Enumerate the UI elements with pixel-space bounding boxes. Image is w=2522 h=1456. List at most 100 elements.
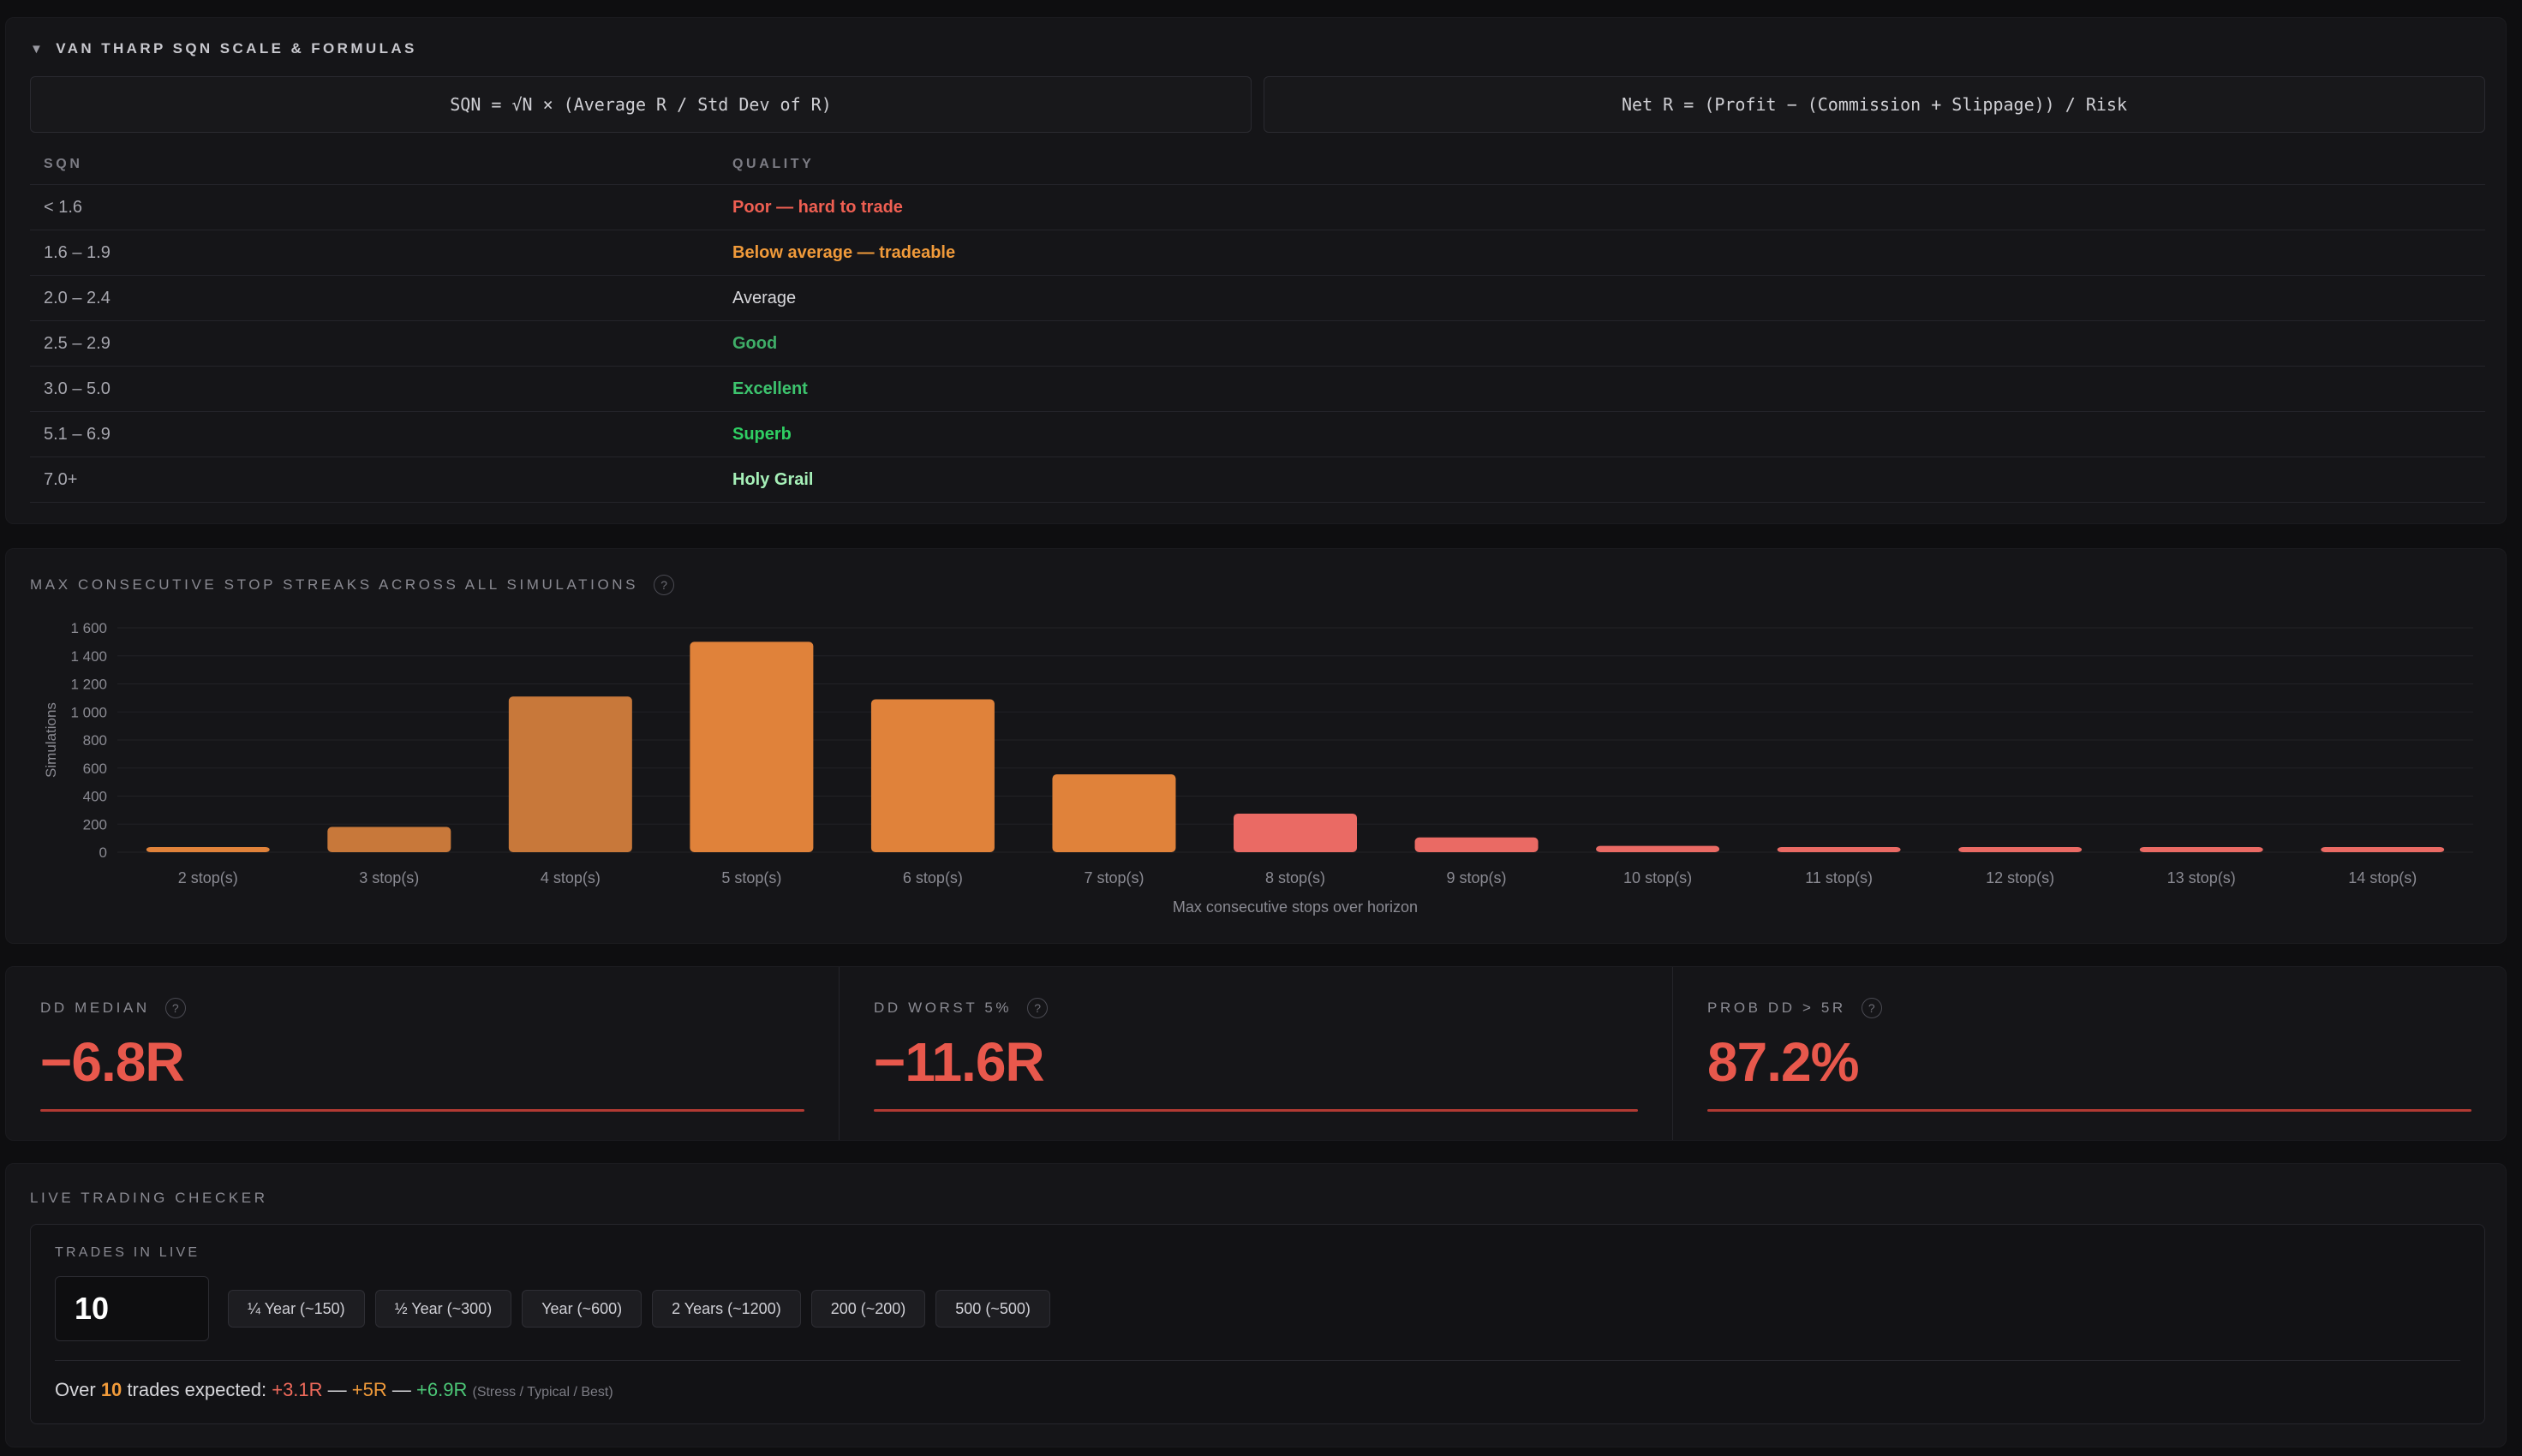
x-tick-label: 8 stop(s) (1265, 869, 1325, 886)
separator: — (327, 1379, 347, 1400)
sqn-range-cell: 5.1 – 6.9 (44, 424, 111, 444)
histogram-bar (1777, 847, 1901, 852)
live-checker-box: TRADES IN LIVE ¼ Year (~150)½ Year (~300… (30, 1224, 2485, 1424)
histogram-bar (146, 847, 270, 852)
y-tick-label: 400 (83, 789, 107, 805)
histogram-bar (327, 826, 451, 852)
stop-streaks-panel: 0 200 400 600 800 1 000 1 200 1 400 1 600 Simulat… (5, 548, 2507, 944)
sqn-table-row: 5.1 – 6.9 Superb (30, 412, 2485, 457)
prob-dd-label-row: PROB DD > 5R ? (1707, 998, 1882, 1018)
sqn-quality-cell: Holy Grail (732, 469, 814, 489)
sqn-table-row: 2.5 – 2.9 Good (30, 321, 2485, 367)
x-tick-label: 9 stop(s) (1447, 869, 1507, 886)
sqn-table-row: 2.0 – 2.4 Average (30, 276, 2485, 321)
histogram-bar (870, 699, 995, 852)
prob-dd-card: PROB DD > 5R ? 87.2% (1673, 967, 2506, 1140)
x-tick-label: 14 stop(s) (2348, 869, 2417, 886)
separator: — (391, 1379, 411, 1400)
divider (55, 1360, 2460, 1361)
best-value: +6.9R (416, 1379, 468, 1400)
x-tick-label: 4 stop(s) (541, 869, 601, 886)
sqn-table-row: < 1.6 Poor — hard to trade (30, 185, 2485, 230)
live-checker-title: LIVE TRADING CHECKER (30, 1190, 268, 1206)
dd-median-card: DD MEDIAN ? −6.8R (6, 967, 840, 1140)
collapse-triangle-icon: ▼ (30, 41, 46, 57)
trade-preset-button[interactable]: ¼ Year (~150) (228, 1290, 365, 1328)
y-tick-label: 0 (99, 844, 107, 861)
sqn-range-cell: 2.0 – 2.4 (44, 288, 111, 307)
trade-preset-button[interactable]: 2 Years (~1200) (652, 1290, 801, 1328)
sqn-range-cell: 3.0 – 5.0 (44, 379, 111, 398)
sqn-quality-cell: Good (732, 333, 778, 353)
drawdown-stats-panel: DD MEDIAN ? −6.8R DD WORST 5% ? −11.6R P… (5, 966, 2507, 1141)
x-tick-label: 6 stop(s) (903, 869, 963, 886)
sqn-scale-panel: ▼ VAN THARP SQN SCALE & FORMULAS SQN = √… (5, 17, 2507, 524)
trade-preset-button[interactable]: 200 (~200) (810, 1290, 926, 1328)
sqn-table-row: 3.0 – 5.0 Excellent (30, 367, 2485, 412)
sqn-formula-box: SQN = √N × (Average R / Std Dev of R) (30, 76, 1252, 133)
quality-column-header: QUALITY (732, 157, 815, 171)
help-icon[interactable]: ? (1861, 998, 1882, 1018)
histogram-bar (1596, 845, 1720, 852)
x-tick-label: 5 stop(s) (721, 869, 781, 886)
expect-trade-count: 10 (100, 1379, 123, 1400)
y-tick-label: 1 400 (70, 648, 107, 665)
dd-median-value: −6.8R (40, 1031, 185, 1093)
trade-preset-button[interactable]: 500 (~500) (935, 1290, 1050, 1328)
y-tick-label: 600 (83, 761, 107, 777)
sqn-range-cell: < 1.6 (44, 197, 83, 217)
dd-worst-value: −11.6R (874, 1031, 1045, 1093)
trades-in-live-input[interactable] (55, 1276, 209, 1341)
scenario-legend-note: (Stress / Typical / Best) (472, 1385, 613, 1399)
trade-preset-button[interactable]: ½ Year (~300) (374, 1290, 512, 1328)
dd-median-underline (40, 1109, 804, 1112)
sqn-quality-cell: Average (732, 288, 797, 307)
sqn-quality-cell: Below average — tradeable (732, 242, 956, 262)
sqn-table: SQN QUALITY < 1.6 Poor — hard to trade 1.6… (30, 157, 2485, 503)
sqn-quality-cell: Poor — hard to trade (732, 197, 903, 217)
help-icon[interactable]: ? (654, 575, 675, 595)
y-tick-label: 800 (83, 732, 107, 749)
y-tick-label: 1 200 (70, 677, 107, 693)
y-tick-label: 200 (83, 816, 107, 832)
sqn-section-title: VAN THARP SQN SCALE & FORMULAS (56, 40, 417, 57)
live-trading-checker-panel: LIVE TRADING CHECKER TRADES IN LIVE ¼ Ye… (5, 1163, 2507, 1447)
dd-worst-label-row: DD WORST 5% ? (874, 998, 1049, 1018)
dd-worst-label: DD WORST 5% (874, 1000, 1013, 1016)
histogram-bar (1052, 774, 1176, 852)
histogram-bar (1414, 837, 1539, 852)
sqn-range-cell: 1.6 – 1.9 (44, 242, 111, 262)
expect-mid-text: trades expected: (127, 1379, 267, 1400)
stress-value: +3.1R (272, 1379, 323, 1400)
help-icon[interactable]: ? (1027, 998, 1049, 1018)
stop-streaks-chart: 0 200 400 600 800 1 000 1 200 1 400 1 600 Simulat… (43, 620, 2473, 916)
sqn-range-cell: 7.0+ (44, 469, 78, 489)
x-tick-label: 12 stop(s) (1986, 869, 2054, 886)
sqn-column-header: SQN (44, 157, 83, 171)
stop-streaks-title: MAX CONSECUTIVE STOP STREAKS ACROSS ALL … (30, 576, 639, 593)
dd-worst-underline (874, 1109, 1638, 1112)
y-tick-label: 1 600 (70, 620, 107, 636)
help-icon[interactable]: ? (164, 998, 186, 1018)
histogram-bar (508, 696, 632, 852)
histogram-bar (1234, 813, 1357, 852)
dd-median-label-row: DD MEDIAN ? (40, 998, 186, 1018)
prob-dd-value: 87.2% (1707, 1031, 1859, 1093)
y-axis-label: Simulations (43, 702, 59, 778)
typical-value: +5R (351, 1379, 387, 1400)
trades-in-live-label: TRADES IN LIVE (55, 1245, 200, 1260)
histogram-bar (1958, 847, 2083, 852)
histogram-bar (2139, 847, 2263, 852)
sqn-quality-cell: Superb (732, 424, 792, 444)
sqn-section-toggle[interactable]: ▼ VAN THARP SQN SCALE & FORMULAS (30, 40, 417, 57)
trade-count-presets: ¼ Year (~150) ½ Year (~300) Year (~600) 2 Y… (228, 1290, 1050, 1328)
histogram-bar (2321, 847, 2445, 852)
sqn-quality-cell: Excellent (732, 379, 808, 398)
expect-prefix: Over (55, 1379, 96, 1400)
trade-preset-button[interactable]: Year (~600) (522, 1290, 642, 1328)
x-tick-label: 11 stop(s) (1805, 869, 1873, 886)
x-tick-label: 10 stop(s) (1623, 869, 1692, 886)
sqn-table-header: SQN QUALITY (30, 157, 2485, 185)
dd-worst-card: DD WORST 5% ? −11.6R (840, 967, 1673, 1140)
x-axis-label: Max consecutive stops over horizon (1173, 898, 1418, 916)
